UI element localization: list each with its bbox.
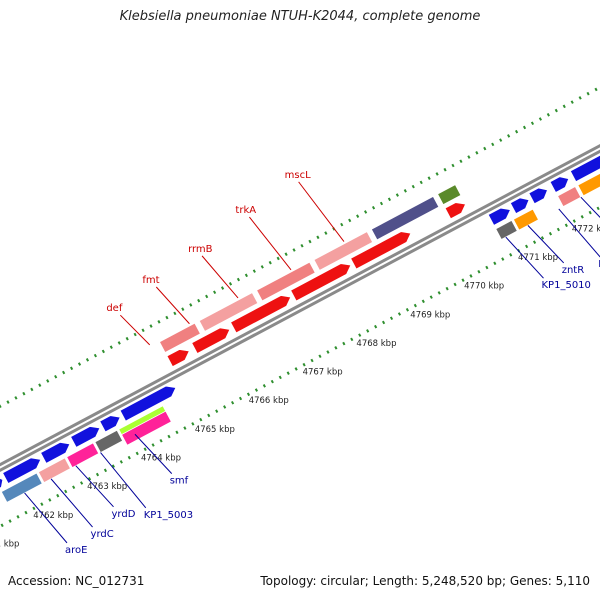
- kbp-tick-label: 4767 kbp: [303, 368, 343, 378]
- map-title: Klebsiella pneumoniae NTUH-K2044, comple…: [119, 9, 481, 24]
- genome-backbone: [0, 143, 600, 473]
- gene-block: [512, 208, 540, 231]
- gene-block: [121, 410, 172, 446]
- gene-label-yrdD: yrdD: [112, 509, 136, 520]
- gene-block: [350, 231, 412, 270]
- kbp-tick-label: 4761 kbp: [0, 539, 19, 549]
- gene-label-smf: smf: [170, 476, 189, 487]
- gene-label-def: def: [106, 303, 123, 314]
- gene-leader: [201, 255, 239, 299]
- gene-block: [0, 472, 43, 503]
- kbp-ticks: 4761 kbp 4762 kbp 4763 kbp 4764 kbp 4765 kbp…: [0, 224, 600, 549]
- gene-block: [577, 172, 600, 197]
- gene-label-mscL: mscL: [285, 170, 311, 181]
- kbp-tick-label: 4769 kbp: [410, 310, 450, 320]
- kbp-tick-label: 4765 kbp: [195, 425, 235, 435]
- gene-block: [569, 154, 600, 183]
- upper-ruler: [0, 85, 600, 409]
- gene-block: [290, 263, 352, 302]
- gene-block: [444, 202, 467, 220]
- gene-block: [166, 349, 190, 368]
- gene-block: [119, 385, 177, 422]
- kbp-tick-label: 4768 kbp: [356, 339, 396, 349]
- position-rulers: [0, 85, 600, 529]
- gene-block: [370, 195, 440, 241]
- gene-leader: [505, 236, 544, 279]
- gene-block: [230, 295, 292, 334]
- gene-block: [509, 197, 530, 215]
- gene-block: [37, 457, 72, 484]
- gene-block: [99, 415, 121, 433]
- gene-block: [158, 322, 201, 354]
- gene-block: [528, 187, 549, 205]
- gene-leader: [75, 465, 114, 508]
- gene-block: [191, 327, 231, 355]
- gene-labels: def fmt rrmB trkA mscL aroE yrdC yrdD KP1_5003 sm…: [24, 170, 600, 556]
- kbp-tick-label: 4766 kbp: [249, 396, 289, 406]
- gene-block: [313, 231, 374, 271]
- gene-label-aroE: aroE: [65, 545, 87, 556]
- gene-leader: [527, 225, 565, 264]
- gene-block: [94, 429, 124, 454]
- gene-leader: [134, 433, 173, 474]
- kbp-tick-label: 4772 kbp: [572, 224, 600, 234]
- gene-block: [256, 261, 316, 302]
- kbp-tick-label: 4764 kbp: [141, 454, 181, 464]
- backbone-line-1: [0, 143, 600, 467]
- gene-block: [2, 457, 42, 485]
- gene-label-fmt: fmt: [142, 275, 159, 286]
- kbp-tick-label: 4771 kbp: [518, 253, 558, 263]
- gene-block: [66, 442, 100, 469]
- gene-leader: [558, 208, 600, 258]
- gene-leader: [100, 452, 147, 509]
- gene-label-rrmB: rrmB: [188, 244, 213, 255]
- kbp-tick-label: 4770 kbp: [464, 282, 504, 292]
- gene-leader: [24, 492, 68, 544]
- gene-label-KP1_5010: KP1_5010: [542, 280, 591, 291]
- gene-leader: [298, 181, 345, 242]
- gene-block: [487, 207, 512, 226]
- backbone-line-2: [0, 149, 600, 473]
- gene-block: [40, 441, 71, 464]
- gene-leader: [50, 478, 93, 528]
- gene-block: [0, 477, 4, 489]
- gene-leader: [249, 216, 292, 271]
- kbp-tick-label: 4763 kbp: [87, 482, 127, 492]
- summary-text: Topology: circular; Length: 5,248,520 bp…: [260, 574, 590, 588]
- gene-block: [549, 176, 570, 193]
- accession-text: Accession: NC_012731: [8, 574, 145, 588]
- gene-leader: [119, 314, 151, 346]
- gene-block: [437, 184, 462, 206]
- gene-label-trkA: trkA: [235, 205, 256, 216]
- gene-label-KP1_5003: KP1_5003: [144, 510, 193, 521]
- gene-label-yrdC: yrdC: [91, 529, 114, 540]
- gene-leader: [155, 286, 190, 325]
- gene-leader: [580, 196, 600, 218]
- gene-block: [557, 186, 582, 208]
- gene-label-KP1_5012: KP1_5012: [598, 259, 600, 270]
- gene-block: [495, 219, 518, 240]
- gene-block: [70, 426, 101, 448]
- gene-features: [0, 154, 600, 503]
- gene-block: [198, 292, 259, 332]
- gene-label-zntR: zntR: [562, 265, 585, 276]
- kbp-tick-label: 4762 kbp: [33, 511, 73, 521]
